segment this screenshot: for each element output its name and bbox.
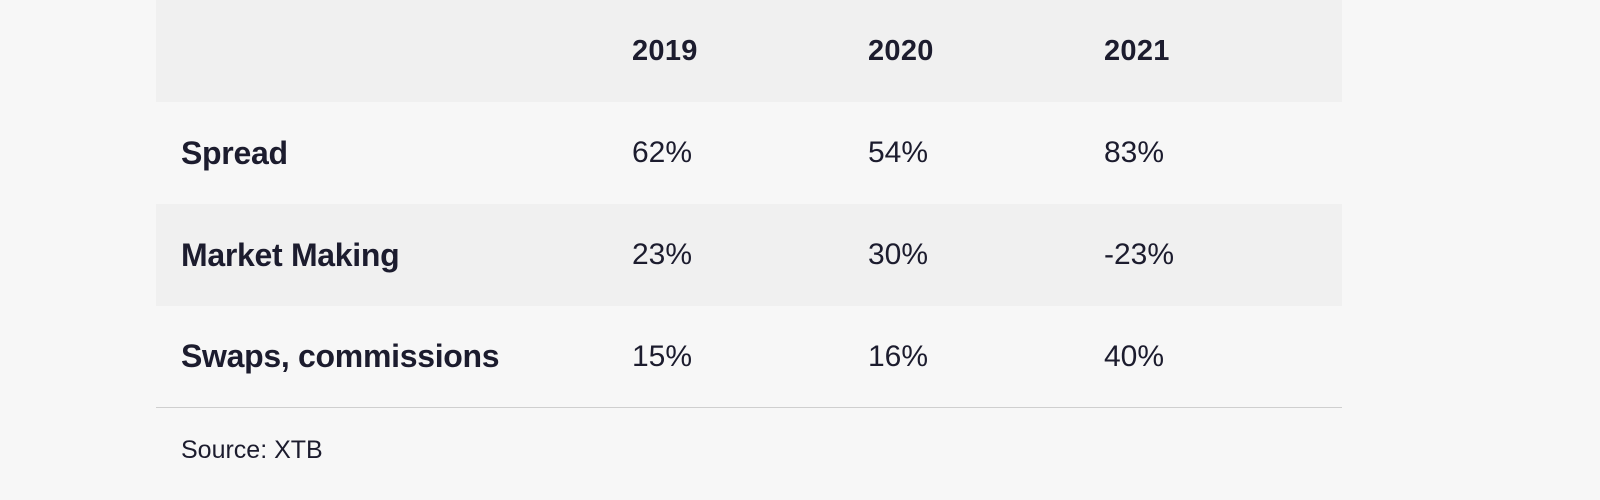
table-row: Swaps, commissions 15% 16% 40% [156,306,1342,408]
cell-value: -23% [1104,238,1175,271]
revenue-table: 2019 2020 2021 Spread 62% 54% 83% Market… [156,0,1342,408]
row-label: Swaps, commissions [181,338,500,374]
cell-value: 62% [632,136,693,169]
row-label: Spread [181,134,288,171]
header-year-2021: 2021 [1104,34,1170,67]
source-caption: Source: XTB [181,436,323,464]
cell-value: 40% [1104,339,1165,373]
table-row: Spread 62% 54% 83% [156,102,1342,204]
cell-value: 15% [632,339,693,373]
cell-value: 30% [868,238,929,271]
table-header-row: 2019 2020 2021 [156,0,1342,102]
header-year-2020: 2020 [868,34,934,67]
cell-value: 16% [868,339,929,373]
cell-value: 23% [632,238,693,271]
row-label: Market Making [181,236,400,273]
cell-value: 54% [868,136,929,169]
table-row: Market Making 23% 30% -23% [156,204,1342,306]
cell-value: 83% [1104,136,1165,169]
header-year-2019: 2019 [632,34,698,67]
